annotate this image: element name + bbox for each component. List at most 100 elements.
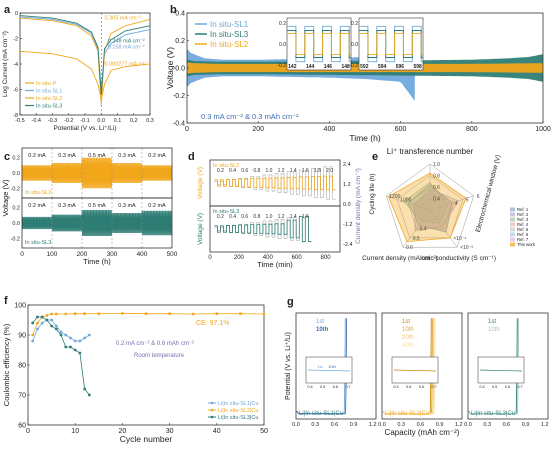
data-point (36, 315, 39, 319)
inset-x-tick-label: 0.6 (333, 385, 338, 389)
data-point (64, 333, 68, 337)
series-in-situ-sl1 (19, 16, 151, 90)
step-label: 0.2 (217, 168, 224, 174)
radar-tick-label: 0.4 (419, 227, 426, 233)
inset-y-tick-label: -0.2 (349, 63, 358, 69)
x-tick-label: 0.9 (522, 422, 530, 428)
data-point (121, 312, 124, 315)
data-point (97, 312, 101, 316)
data-point (262, 312, 266, 316)
data-point (59, 330, 63, 334)
data-point (239, 312, 242, 316)
legend-entry: Ref. 2 (517, 212, 529, 217)
legend-entry: Ref. 1 (517, 207, 529, 212)
inset-y-tick-label: 0.2 (351, 21, 358, 27)
step-label: 1.6 (302, 214, 309, 220)
step-label: 0.4 (229, 168, 236, 174)
x-tick-label: 0.0 (464, 422, 472, 428)
data-point (40, 315, 44, 319)
inset-value: 10th (328, 364, 336, 369)
step-label: 1.0 (265, 168, 272, 174)
x-tick-label: 400 (137, 251, 148, 258)
condition-text: 0.3 mA cm⁻² & 0.3 mAh cm⁻² (201, 112, 299, 121)
x-tick-label: 30 (166, 428, 174, 435)
inset-value: 1st (317, 364, 323, 369)
rate-label: 0.2 mA (28, 153, 46, 159)
x-tick-label: 0.2 (130, 118, 138, 124)
plot-frame (467, 312, 549, 420)
y-axis-label: Voltage (V) (197, 213, 204, 245)
rate-label: 0.2 mA (148, 203, 166, 209)
legend-entry: 1st (402, 319, 410, 325)
legend-entry: In situ-SL3 (36, 104, 62, 110)
data-point (191, 312, 195, 316)
data-point (64, 312, 68, 316)
inset-x-tick-label: 0.6 (419, 385, 424, 389)
legend-marker (210, 415, 214, 419)
inset-x-tick-label: 148 (341, 64, 350, 70)
series-label: In situ-SL2 (213, 163, 239, 169)
rate-label: 0.3 mA (118, 153, 136, 159)
data-point (50, 324, 53, 328)
data-point (87, 393, 91, 397)
x-axis-label: Cycle number (120, 434, 173, 444)
data-point (54, 324, 58, 328)
y-tick-label: 70 (18, 393, 26, 400)
radar-tick-label: 1.0 (433, 162, 440, 168)
x-tick-label: 0.1 (114, 118, 122, 124)
x-tick-label: -0.3 (48, 118, 57, 124)
y-tick-label: 0.0 (175, 66, 185, 73)
step-label: 0.8 (253, 214, 260, 220)
annotation: 0.2 mA cm⁻² & 0.6 mAh cm⁻² (116, 341, 194, 347)
x-tick-label: 0.9 (436, 422, 444, 428)
x-tick-label: 1.2 (541, 422, 549, 428)
x-tick-label: 0.6 (417, 422, 425, 428)
inset-x-tick-label: 146 (324, 64, 333, 70)
data-point (215, 312, 219, 316)
data-point (144, 312, 148, 316)
radar-tick-label: 0.5 (413, 236, 420, 242)
inset-x-tick-label: 0.4 (479, 385, 484, 389)
x-tick-label: 0.0 (378, 422, 386, 428)
y-tick-label: -6 (13, 88, 18, 94)
step-label: 1.6 (302, 168, 309, 174)
x-tick-label: -0.5 (15, 118, 24, 124)
legend-entry: In situ-SL2 (210, 40, 249, 49)
series-label: In situ-SL3 (213, 209, 239, 215)
panel-label: c (4, 151, 10, 163)
panel-label: f (4, 295, 8, 307)
data-point (78, 351, 82, 355)
radar-axis-label: Ionic conductivity (S cm⁻¹) (420, 255, 496, 262)
inset-y-tick-label: 0.0 (351, 42, 358, 48)
data-point (54, 312, 58, 316)
y-axis-label: Voltage (V) (1, 179, 10, 217)
step-label: 1.0 (265, 214, 272, 220)
x-tick-label: 50 (260, 428, 268, 435)
data-point (78, 339, 82, 343)
legend-swatch (510, 232, 515, 237)
y-tick-label: -4 (13, 62, 18, 68)
plot-frame (295, 312, 377, 420)
capacity-curve (382, 318, 436, 415)
legend-entry: In situ-SL3 (210, 30, 249, 39)
inset-y-tick-label: 0.2 (279, 21, 286, 27)
inset-x-tick-label: 0.5 (406, 385, 411, 389)
x-tick-label: -0.1 (80, 118, 89, 124)
series-in-situ-sl2 (19, 17, 151, 105)
y-axis-label: Coulombic efficiency (%) (2, 323, 11, 406)
rate-label: 0.2 mA (28, 203, 46, 209)
radar-series (407, 184, 453, 233)
capacity-curve (468, 318, 520, 415)
data-point (31, 339, 35, 343)
series-in-situ-p (19, 50, 151, 100)
inset-curve (479, 369, 523, 372)
inset-x-tick-label: 142 (288, 64, 297, 70)
x-tick-label: 300 (107, 251, 118, 258)
data-point (168, 312, 172, 316)
legend-entry: Ref. 5 (517, 227, 529, 232)
x-tick-label: 500 (167, 251, 178, 258)
inset-curve (393, 369, 437, 372)
legend-entry: Li|In situ-SL2|Cu (218, 408, 258, 414)
series-in-situ-sl3 (21, 209, 172, 237)
right-y-tick-label: -1.2 (343, 222, 352, 228)
